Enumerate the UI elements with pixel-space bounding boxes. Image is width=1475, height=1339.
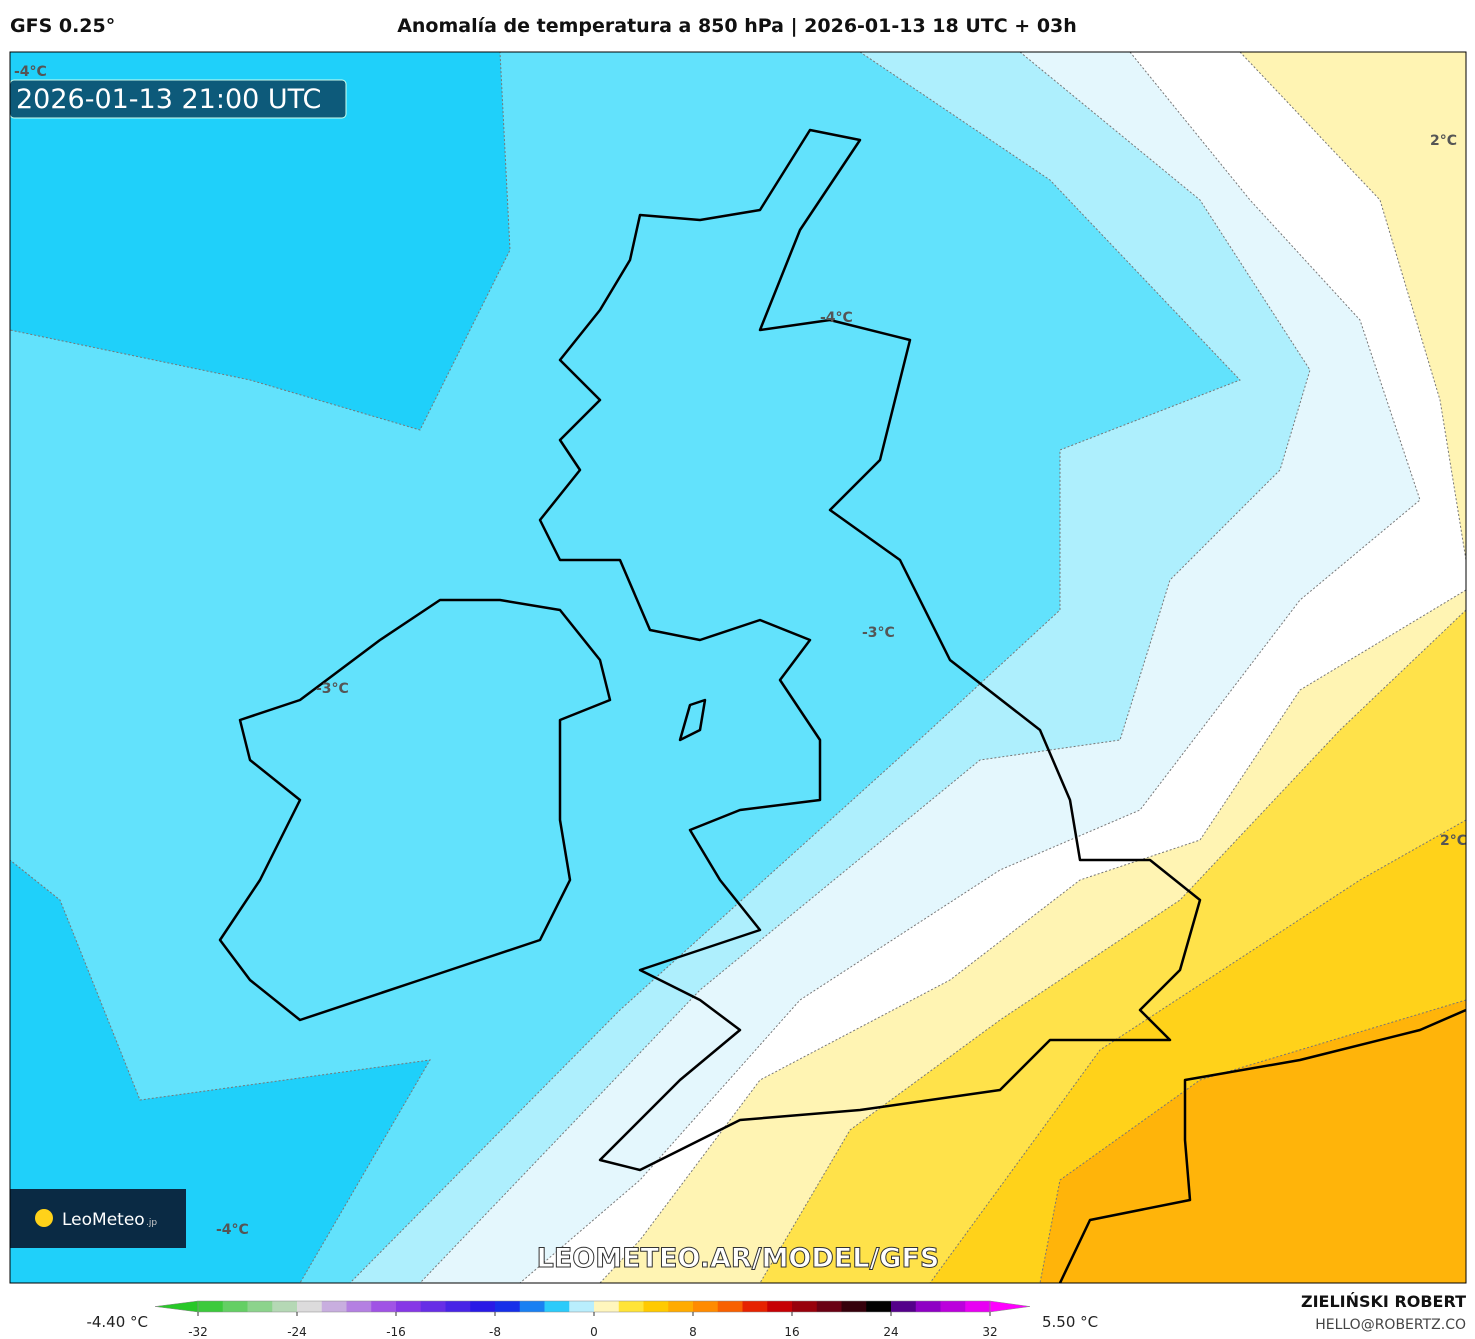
isle-of-man	[678, 698, 707, 742]
colorbar-cell	[297, 1301, 323, 1312]
colorbar-cell	[891, 1301, 917, 1312]
colorbar-cell	[792, 1301, 818, 1312]
colorbar-cell	[866, 1301, 892, 1312]
colorbar-cell	[519, 1301, 545, 1312]
contour-label: -4°C	[14, 64, 47, 80]
colorbar-cell	[396, 1301, 422, 1312]
map-frame	[9, 51, 1467, 1284]
colorbar-arrow	[154, 1300, 199, 1313]
contour-label: 2°C	[1430, 133, 1457, 149]
contour-label: -4°C	[820, 310, 853, 326]
colorbar-cell	[693, 1301, 719, 1312]
colorbar-cell	[965, 1301, 991, 1312]
email: HELLO@ROBERTZ.CO	[1315, 1317, 1466, 1333]
colorbar-tick-label: -32	[188, 1325, 208, 1339]
colorbar-cell	[272, 1301, 298, 1312]
colorbar-cell	[544, 1301, 570, 1312]
colorbar-cell	[816, 1301, 842, 1312]
colorbar-tick-label: 32	[982, 1325, 997, 1339]
logo-sun	[35, 1209, 53, 1227]
colorbar-cell	[445, 1301, 471, 1312]
colorbar-cell	[717, 1301, 743, 1312]
contour-label: -3°C	[862, 625, 895, 641]
colorbar-cell	[742, 1301, 768, 1312]
colorbar-cell	[247, 1301, 273, 1312]
colorbar: -32 -24 -16 -8 0 8 16 24 32	[154, 1300, 1031, 1339]
colorbar-cell	[915, 1301, 941, 1312]
contour-label: 2°C	[1440, 833, 1467, 849]
map: -4°C 2°C -4°C -3°C -3°C -4°C 2°C 2026-01…	[10, 52, 1467, 1283]
continent-coast	[1058, 1008, 1466, 1283]
colorbar-cell	[767, 1301, 793, 1312]
colorbar-tick-label: -16	[386, 1325, 406, 1339]
timestamp: 2026-01-13 21:00 UTC	[16, 84, 321, 115]
author: ZIELIŃSKI ROBERT	[1301, 1292, 1466, 1311]
colorbar-cell	[940, 1301, 966, 1312]
colorbar-cell	[594, 1301, 620, 1312]
colorbar-cell	[346, 1301, 372, 1312]
colorbar-cell	[198, 1301, 224, 1312]
colorbar-tick-label: 8	[689, 1325, 697, 1339]
colorbar-cell	[470, 1301, 496, 1312]
colorbar-cell	[569, 1301, 595, 1312]
colorbar-cell	[371, 1301, 397, 1312]
timestamp-box	[10, 79, 347, 119]
colorbar-arrow	[989, 1300, 1031, 1313]
colorbar-cell	[222, 1301, 248, 1312]
colorbar-cell	[643, 1301, 669, 1312]
zone	[1239, 52, 1466, 561]
contour-label: -4°C	[216, 1222, 249, 1238]
contour-label: -3°C	[316, 681, 349, 697]
colorbar-tick-label: 16	[784, 1325, 799, 1339]
watermark: LEOMETEO.AR/MODEL/GFS	[537, 1243, 940, 1274]
logo: LeoMeteo	[62, 1210, 145, 1230]
zone	[1039, 999, 1466, 1283]
colorbar-min: -4.40 °C	[86, 1313, 148, 1331]
colorbar-cell	[420, 1301, 446, 1312]
colorbar-max: 5.50 °C	[1042, 1313, 1098, 1331]
colorbar-cell	[668, 1301, 694, 1312]
colorbar-tick-label: -24	[287, 1325, 307, 1339]
colorbar-cell	[841, 1301, 867, 1312]
colorbar-tick-label: 24	[883, 1325, 898, 1339]
colorbar-cell	[495, 1301, 521, 1312]
logo-suffix: .jp	[146, 1218, 157, 1228]
ireland	[218, 598, 612, 1022]
colorbar-cell	[321, 1301, 347, 1312]
great-britain	[538, 128, 1202, 1172]
colorbar-cell	[618, 1301, 644, 1312]
title: Anomalía de temperatura a 850 hPa | 2026…	[397, 15, 1077, 37]
model-label: GFS 0.25°	[10, 15, 115, 37]
colorbar-tick-label: -8	[489, 1325, 501, 1339]
colorbar-tick-label: 0	[590, 1325, 598, 1339]
